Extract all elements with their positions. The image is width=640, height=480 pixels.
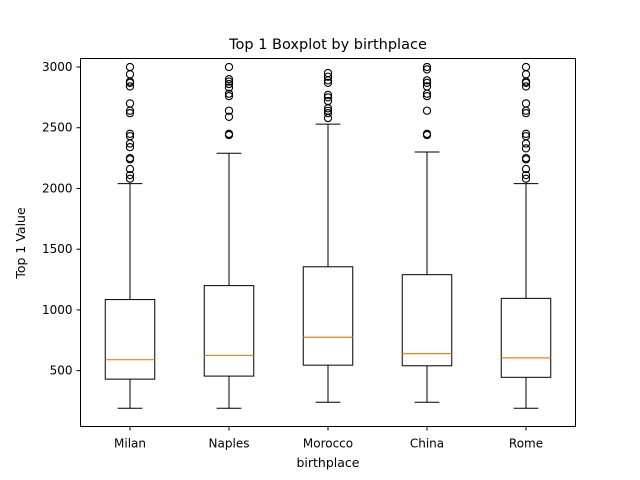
box-group-morocco (302, 68, 354, 403)
outlier-point (422, 62, 432, 72)
outlier-point (224, 92, 234, 101)
y-tick-label: 2000 (42, 181, 73, 195)
box-group-rome (500, 62, 552, 409)
outlier-point (224, 112, 234, 121)
y-axis: 500 1000 1500 2000 2500 3000 (42, 60, 81, 378)
outlier-point (422, 65, 432, 74)
iqr-box (500, 297, 552, 378)
outlier-point (125, 132, 135, 141)
box-group-china (401, 62, 453, 403)
outlier-point (125, 99, 135, 108)
outlier-point (323, 106, 333, 115)
outlier-point (224, 129, 234, 138)
outlier-point (422, 106, 432, 115)
outlier-point (521, 70, 531, 79)
iqr-box (302, 266, 354, 366)
x-tick-label: Morocco (303, 437, 353, 451)
outlier-point (521, 170, 531, 180)
outlier-point (323, 93, 333, 102)
outlier-point (323, 78, 333, 87)
outlier-point (422, 78, 432, 87)
outlier-point (125, 109, 135, 118)
y-tick-label: 1000 (42, 303, 73, 317)
outlier-point (125, 129, 135, 138)
outlier-point (125, 70, 135, 79)
outlier-point (521, 62, 531, 72)
outlier-point (323, 109, 333, 118)
outlier-point (422, 92, 432, 101)
outlier-point (224, 106, 234, 115)
outlier-point (521, 139, 531, 148)
outlier-point (521, 164, 531, 174)
outlier-point (125, 170, 135, 180)
outlier-point (224, 79, 234, 89)
outlier-point (323, 96, 333, 106)
outlier-point (323, 72, 333, 81)
y-tick-label: 2500 (42, 121, 73, 135)
outlier-point (422, 76, 432, 85)
outlier-point (224, 89, 234, 98)
outlier-point (125, 82, 135, 91)
y-tick-label: 3000 (42, 60, 73, 74)
x-tick-label: Naples (209, 437, 250, 451)
outlier-point (521, 99, 531, 108)
outlier-point (422, 82, 432, 91)
outlier-point (125, 164, 135, 174)
outlier-point (224, 74, 234, 84)
outlier-point (224, 62, 234, 72)
outlier-point (125, 174, 135, 183)
box-group-naples (203, 62, 255, 409)
x-tick-label: Rome (509, 437, 543, 451)
outlier-point (125, 62, 135, 72)
outlier-point (521, 132, 531, 141)
outlier-point (521, 144, 531, 153)
outlier-point (521, 174, 531, 183)
x-axis-label: birthplace (296, 455, 359, 470)
outlier-point (125, 143, 135, 152)
outlier-point (521, 129, 531, 138)
plot-area (104, 62, 552, 409)
x-axis: Milan Naples Morocco China Rome (114, 426, 543, 451)
outlier-point (422, 129, 432, 138)
outlier-point (521, 82, 531, 91)
outlier-point (323, 90, 333, 100)
y-tick-label: 1500 (42, 242, 73, 256)
iqr-box (203, 285, 255, 377)
box-group-milan (104, 62, 156, 409)
iqr-box (401, 274, 453, 367)
outlier-point (323, 68, 333, 78)
iqr-box (104, 299, 156, 380)
outlier-point (224, 77, 234, 86)
chart-title: Top 1 Boxplot by birthplace (228, 37, 427, 53)
outlier-point (521, 109, 531, 118)
x-tick-label: Milan (114, 437, 146, 451)
y-axis-label: Top 1 Value (13, 207, 28, 280)
y-tick-label: 500 (50, 364, 73, 378)
outlier-point (125, 153, 135, 163)
outlier-point (224, 83, 234, 92)
outlier-point (521, 153, 531, 163)
x-tick-label: China (410, 437, 444, 451)
